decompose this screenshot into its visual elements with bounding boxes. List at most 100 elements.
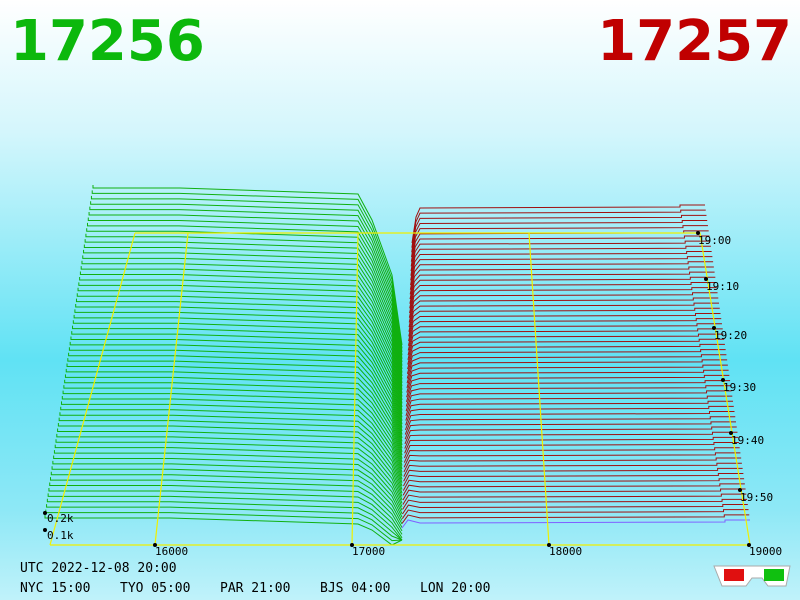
bid-trace <box>56 433 403 504</box>
clock: PAR 21:00 <box>220 581 290 596</box>
axis-labels: 16000 17000 18000 19000 0.2k 0.1k 19:00 19:10 19… <box>43 231 782 558</box>
clock: TYO 05:00 <box>120 581 190 596</box>
ask-trace <box>408 312 721 342</box>
time-tick-label: 19:10 <box>706 280 739 293</box>
price-tick <box>747 543 751 547</box>
ask-trace <box>403 457 742 473</box>
bid-trace <box>79 276 403 404</box>
price-gridline <box>351 232 359 546</box>
ask-trace <box>409 266 714 300</box>
ask-trace <box>410 240 711 276</box>
bid-trace <box>53 450 403 514</box>
ask-trace <box>410 245 711 281</box>
ask-trace <box>406 374 730 398</box>
bid-price: 17256 <box>10 9 205 74</box>
ask-trace <box>406 369 729 393</box>
bid-trace <box>54 444 403 511</box>
price-tick <box>350 543 354 547</box>
ask-trace <box>402 478 745 491</box>
floor-frame <box>50 232 751 546</box>
ask-trace <box>403 447 740 463</box>
bid-trace <box>75 304 403 421</box>
time-tick-label: 19:00 <box>698 234 731 247</box>
depth-tick <box>43 528 47 532</box>
ask-trace <box>407 343 725 370</box>
bid-trace <box>64 379 403 470</box>
ask-trace <box>410 225 708 262</box>
time-tick-label: 19:50 <box>740 491 773 504</box>
depth-tick-label: 0.1k <box>47 529 74 542</box>
bid-trace <box>46 498 403 541</box>
bid-trace <box>47 493 403 541</box>
ask-trace <box>407 338 725 365</box>
bid-trace <box>44 515 403 546</box>
bid-trace <box>68 347 403 449</box>
bid-trace <box>64 374 403 466</box>
clock: BJS 04:00 <box>320 581 390 596</box>
ask-trace <box>407 328 723 356</box>
price-gridline <box>528 232 550 546</box>
bid-trace <box>63 385 403 473</box>
ask-trace <box>404 426 737 445</box>
ask-trace <box>402 488 746 501</box>
bid-trace <box>53 455 403 518</box>
bid-trace <box>62 390 403 476</box>
time-tick-label: 19:30 <box>723 381 756 394</box>
ask-trace <box>402 483 745 496</box>
bid-trace <box>83 244 403 383</box>
ask-trace <box>404 421 736 440</box>
bid-trace <box>48 487 403 539</box>
bid-trace <box>70 336 403 442</box>
ask-trace <box>402 498 748 510</box>
time-tick <box>738 488 742 492</box>
ask-trace <box>403 467 743 482</box>
bid-trace <box>57 423 403 497</box>
ask-trace <box>405 405 734 426</box>
ask-trace <box>408 297 719 328</box>
ask-trace <box>407 323 722 351</box>
ask-trace <box>404 411 735 431</box>
ask-trace <box>404 416 736 435</box>
ask-trace <box>404 431 738 449</box>
clock: LON 20:00 <box>420 581 490 596</box>
ask-trace <box>405 380 731 403</box>
ask-trace <box>407 333 724 360</box>
ask-trace <box>401 509 749 519</box>
ask-trace <box>409 271 715 304</box>
price-tick <box>547 543 551 547</box>
bid-trace <box>78 282 403 408</box>
bid-trace <box>90 195 403 352</box>
ask-trace <box>404 436 739 454</box>
bid-trace <box>68 352 403 452</box>
frame <box>49 232 751 546</box>
red-lens <box>724 569 744 581</box>
green-lens <box>764 569 784 581</box>
price-tick-label: 16000 <box>155 545 188 558</box>
bid-trace <box>90 201 403 356</box>
ask-trace <box>405 385 731 407</box>
ask-trace <box>406 354 727 379</box>
bid-trace <box>75 298 403 418</box>
ask-trace <box>408 302 720 332</box>
bid-trace <box>76 293 403 414</box>
depth-lines <box>44 185 750 546</box>
bid-trace <box>71 331 403 439</box>
glasses-icon <box>713 565 791 587</box>
bid-trace <box>91 190 403 349</box>
ask-trace <box>410 250 712 286</box>
price-tick-label: 18000 <box>549 545 582 558</box>
ask-trace <box>403 473 744 487</box>
ask-trace <box>411 204 705 244</box>
ask-trace <box>405 400 734 421</box>
ask-trace <box>405 395 733 417</box>
bid-trace <box>79 271 403 401</box>
ask-trace <box>409 256 713 290</box>
bid-trace <box>82 255 403 390</box>
ask-trace <box>409 276 716 309</box>
ask-trace <box>402 493 747 505</box>
bid-trace <box>51 466 403 525</box>
depth-tick-label: 0.2k <box>47 512 74 525</box>
time-tick <box>696 231 700 235</box>
bid-trace <box>50 471 403 528</box>
